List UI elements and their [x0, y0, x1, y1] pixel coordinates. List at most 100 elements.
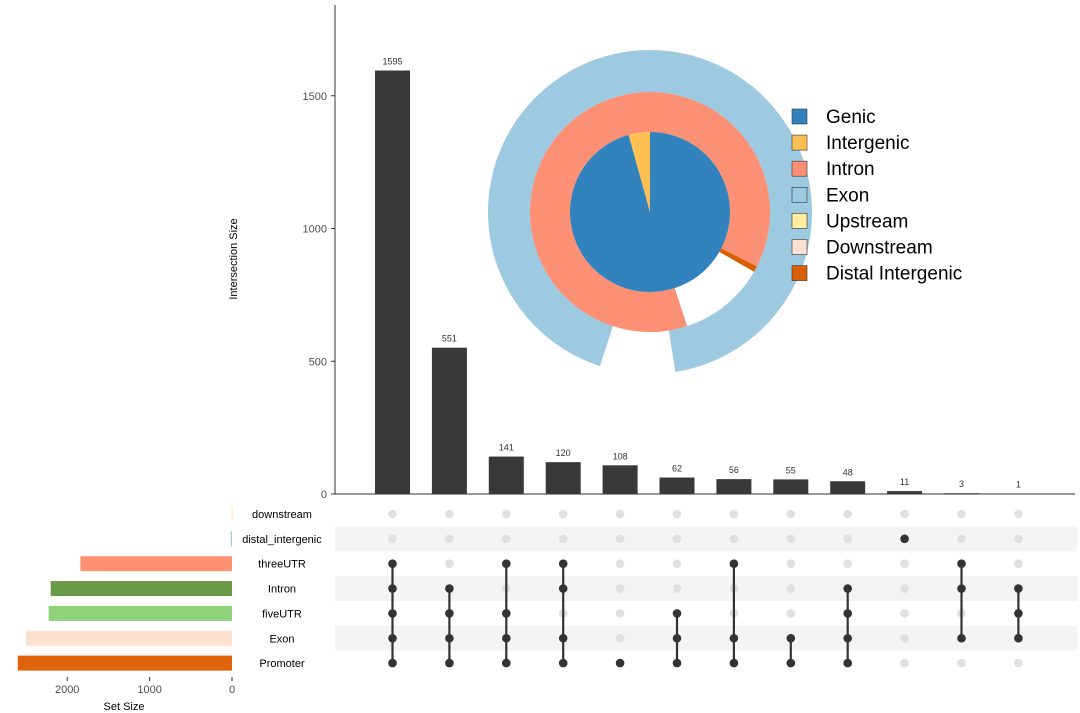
matrix-dot-active — [388, 633, 397, 643]
matrix-dot-inactive — [388, 534, 397, 544]
matrix-dot-active — [672, 609, 682, 618]
matrix-stripes — [335, 526, 1077, 651]
y-tick-label: 0 — [321, 489, 327, 501]
intersection-bar-chart: Intersection Size 0500100015001595551141… — [228, 5, 1075, 501]
legend-swatch — [791, 265, 808, 281]
matrix-dot-active — [502, 609, 511, 618]
matrix-dot-inactive — [729, 534, 739, 544]
matrix-dot-inactive — [672, 559, 682, 568]
legend-label: Intron — [826, 159, 875, 180]
matrix-dot-inactive — [445, 509, 454, 519]
matrix-dot-inactive — [615, 633, 625, 643]
matrix-dot-active — [445, 609, 454, 618]
intersection-matrix — [388, 509, 1023, 668]
matrix-dot-active — [388, 658, 397, 668]
matrix-dot-active — [729, 658, 739, 668]
matrix-dot-active — [1014, 584, 1023, 593]
set-size-bar — [80, 556, 232, 572]
intersection-bar — [887, 491, 923, 494]
matrix-dot-active — [1014, 633, 1023, 643]
bar-value-label: 48 — [843, 467, 853, 477]
matrix-dot-inactive — [502, 534, 511, 544]
matrix-dot-inactive — [445, 559, 454, 568]
matrix-dot-active — [558, 559, 568, 568]
set-name-label: downstream — [252, 509, 312, 521]
set-name-label: Intron — [268, 584, 296, 596]
matrix-dot-active — [957, 584, 966, 593]
matrix-dot-inactive — [558, 509, 568, 519]
set-size-bar — [26, 630, 232, 646]
matrix-dot-active — [900, 534, 909, 544]
pie-inner-slice — [628, 132, 650, 212]
pie-middle-slice — [719, 248, 757, 272]
matrix-dot-inactive — [900, 509, 909, 519]
matrix-dot-inactive — [843, 534, 852, 544]
set-name-label: fiveUTR — [262, 608, 302, 620]
intersection-bar — [375, 70, 410, 494]
bar-value-label: 1 — [1016, 480, 1021, 490]
matrix-dot-inactive — [843, 509, 852, 519]
matrix-dot-active — [388, 609, 397, 618]
legend-label: Distal Intergenic — [826, 264, 962, 285]
bar-value-label: 551 — [442, 334, 457, 344]
annotation-vennpie — [488, 50, 813, 373]
matrix-dot-inactive — [615, 559, 625, 568]
matrix-stripe — [335, 625, 1077, 651]
bar-value-label: 141 — [499, 443, 514, 453]
matrix-dot-active — [502, 559, 511, 568]
matrix-dot-inactive — [1014, 534, 1023, 544]
bar-value-label: 56 — [729, 465, 739, 475]
matrix-dot-active — [843, 584, 852, 593]
matrix-dot-active — [786, 658, 796, 668]
matrix-dot-inactive — [672, 584, 682, 593]
intersection-bar — [773, 479, 809, 494]
pie-legend: Genic Intergenic Intron Exon Upstream Downstr… — [791, 107, 962, 285]
matrix-dot-inactive — [900, 633, 909, 643]
matrix-dot-inactive — [786, 609, 796, 618]
matrix-dot-active — [729, 633, 739, 643]
matrix-dot-inactive — [388, 509, 397, 519]
intersection-bar — [545, 462, 581, 494]
bar-value-label: 55 — [786, 465, 796, 475]
matrix-dot-inactive — [900, 658, 909, 668]
y-tick-label: 1500 — [303, 91, 327, 103]
matrix-dot-inactive — [843, 559, 852, 568]
legend-label: Upstream — [826, 211, 908, 232]
matrix-dot-inactive — [1014, 658, 1023, 668]
set-name-label: Promoter — [259, 658, 305, 670]
legend-label: Genic — [826, 107, 876, 128]
legend-swatch — [791, 134, 808, 151]
matrix-dot-inactive — [957, 658, 966, 668]
set-size-bar — [17, 655, 233, 671]
legend-swatch — [791, 160, 808, 177]
matrix-stripe — [335, 526, 1077, 552]
matrix-dot-active — [843, 658, 852, 668]
set-size-bar — [48, 605, 232, 621]
matrix-dot-active — [672, 658, 682, 668]
matrix-dot-active — [843, 633, 852, 643]
set-size-bar — [50, 581, 232, 597]
matrix-dot-active — [672, 633, 682, 643]
matrix-dot-inactive — [900, 584, 909, 593]
matrix-dot-inactive — [502, 509, 511, 519]
matrix-dot-active — [388, 584, 397, 593]
matrix-dot-inactive — [786, 559, 796, 568]
matrix-dot-inactive — [900, 559, 909, 568]
set-name-label: Exon — [269, 633, 294, 645]
matrix-dot-inactive — [900, 609, 909, 618]
matrix-dot-active — [786, 633, 796, 643]
bar-value-label: 62 — [672, 464, 682, 474]
legend-swatch — [791, 239, 808, 255]
legend-swatch — [791, 108, 808, 125]
matrix-dot-inactive — [615, 584, 625, 593]
matrix-dot-inactive — [558, 534, 568, 544]
intersection-bar — [716, 479, 752, 494]
matrix-dot-inactive — [672, 534, 682, 544]
matrix-dot-active — [445, 633, 454, 643]
intersection-bar — [431, 347, 467, 494]
set-size-tick-label: 2000 — [55, 684, 79, 696]
matrix-dot-inactive — [615, 609, 625, 618]
set-name-label: distal_intergenic — [242, 534, 322, 546]
matrix-dot-active — [558, 584, 568, 593]
matrix-dot-inactive — [615, 509, 625, 519]
